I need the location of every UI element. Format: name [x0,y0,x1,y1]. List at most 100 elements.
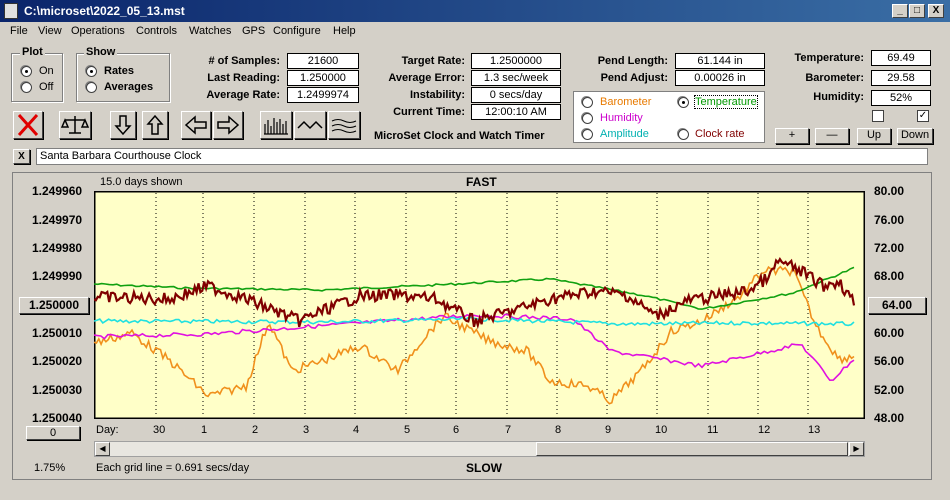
samples-label: # of Samples: [208,55,280,67]
sensor-temperature-label: Temperature [694,95,758,109]
left-axis-label: 1.250020 [32,354,83,368]
target-rate-label: Target Rate: [401,55,465,67]
sensor-barometer-radio[interactable] [582,97,593,108]
current-time-field: 12:00:10 AM [471,104,561,120]
menu-gps[interactable]: GPS [242,25,266,37]
pend-length-label: Pend Length: [597,55,668,67]
amplitude-series [94,316,855,327]
arrow-left-icon [184,115,207,135]
title-bar: C:\microset\2022_05_13.mst _ □ X [0,0,950,22]
clock-rate-series [94,256,856,330]
env-checkbox-2[interactable]: ✓ [917,110,929,122]
minus-button[interactable]: — [815,128,849,144]
day-axis-title: Day: [96,424,119,436]
right-axis-label: 76.00 [874,213,905,227]
left-axis-label: 1.249960 [32,184,83,198]
barometer-label: Barometer: [805,72,864,84]
day-label: 13 [808,424,821,436]
plot-off-label: Off [39,81,54,93]
scroll-right-arrow-icon[interactable]: ▶ [849,442,864,456]
average-rate-label: Average Rate: [206,89,280,101]
multi-line-view-button[interactable] [328,111,360,139]
scroll-up-button[interactable] [142,111,168,139]
plot-on-radio[interactable] [21,66,32,77]
plus-button[interactable]: + [775,128,809,144]
show-averages-radio[interactable] [86,82,97,93]
bar-view-button[interactable] [260,111,292,139]
up-button[interactable]: Up [857,128,891,144]
temperature-field: 69.49 [871,50,931,66]
sensor-humidity-label: Humidity [600,112,643,124]
menu-view[interactable]: View [38,25,62,37]
left-axis-label: 1.250030 [32,383,83,397]
plot-off-radio[interactable] [21,82,32,93]
scroll-right-button[interactable] [213,111,243,139]
scroll-down-button[interactable] [110,111,136,139]
show-group [76,53,170,102]
pend-adjust-field: 0.00026 in [675,70,765,86]
bars-icon [264,118,288,135]
scroll-left-button[interactable] [181,111,211,139]
left-axis-label: 1.250010 [32,326,83,340]
instability-field: 0 secs/day [471,87,561,103]
samples-field: 21600 [287,53,359,69]
barometer-series [94,265,855,405]
plot-background [94,191,865,419]
target-rate-field[interactable]: 1.2500000 [471,53,561,69]
day-label: 5 [404,424,411,436]
rate-plot [94,191,865,419]
right-axis-label: 48.00 [874,411,905,425]
menu-operations[interactable]: Operations [71,25,125,37]
clear-name-button[interactable]: X [13,149,30,164]
right-axis-label: 72.00 [874,241,905,255]
minimize-button[interactable]: _ [892,4,908,18]
right-axis-label: 60.00 [874,326,905,340]
day-label: 1 [201,424,208,436]
menu-file[interactable]: File [10,25,28,37]
calibrate-button[interactable] [59,111,91,139]
window-title: C:\microset\2022_05_13.mst [24,4,185,18]
line-view-button[interactable] [294,111,326,139]
percent-label: 1.75% [34,462,66,474]
menu-controls[interactable]: Controls [136,25,177,37]
down-button[interactable]: Down [897,128,933,144]
arrow-down-icon [114,115,132,136]
clock-name-input[interactable]: Santa Barbara Courthouse Clock [36,148,928,165]
pend-adjust-label: Pend Adjust: [600,72,668,84]
scale-icon [60,116,90,134]
humidity-label: Humidity: [813,91,864,103]
show-rates-radio[interactable] [86,66,97,77]
sensor-clockrate-radio[interactable] [678,129,689,140]
stop-button[interactable] [13,111,43,139]
day-label: 11 [707,424,719,436]
fast-label: FAST [466,175,497,189]
center-rate-button[interactable]: 1.250000 [19,297,89,314]
sensor-amplitude-radio[interactable] [582,129,593,140]
sensor-temperature-radio[interactable] [678,97,689,108]
right-axis-label: 80.00 [874,184,905,198]
day-label: 9 [605,424,612,436]
app-icon [4,3,18,19]
menu-watches[interactable]: Watches [189,25,232,37]
wave-icon [297,120,323,130]
show-group-title: Show [84,46,118,58]
multi-wave-icon [331,119,357,133]
day-label: 30 [153,424,166,436]
scroll-left-arrow-icon[interactable]: ◀ [95,442,110,456]
plot-scrollbar[interactable]: ◀ ▶ [94,441,865,457]
average-error-field: 1.3 sec/week [471,70,561,86]
slow-label: SLOW [466,461,502,475]
close-button[interactable]: X [928,4,944,18]
center-temp-button[interactable]: 64.00 [868,297,926,314]
maximize-button[interactable]: □ [909,4,925,18]
current-time-label: Current Time: [393,106,465,118]
menu-help[interactable]: Help [333,25,356,37]
menu-configure[interactable]: Configure [273,25,321,37]
sensor-select-box: Barometer Temperature Humidity Amplitude… [573,91,765,143]
pend-length-field: 61.144 in [675,53,765,69]
offset-button[interactable]: 0 [26,426,80,440]
sensor-humidity-radio[interactable] [582,113,593,124]
plot-group-title: Plot [20,46,45,58]
env-checkbox-1[interactable] [872,110,884,122]
scrollbar-thumb[interactable] [536,442,848,456]
